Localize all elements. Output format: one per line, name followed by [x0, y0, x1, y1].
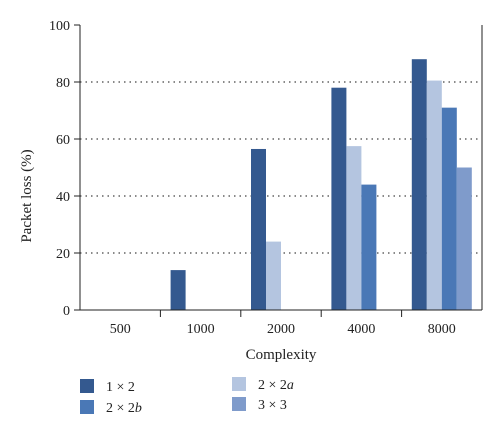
y-tick-label: 80 [56, 76, 70, 91]
bar [346, 146, 362, 310]
legend-label: 3 × 3 [258, 398, 287, 413]
x-tick-label: 1000 [187, 322, 215, 337]
legend-label-suffix: b [135, 401, 142, 416]
y-axis-label: Packet loss (%) [19, 149, 35, 242]
legend-label-text: 2 × 2 [106, 401, 135, 416]
legend-label-text: 2 × 2 [258, 378, 287, 393]
gridlines [80, 81, 482, 254]
legend-label: 2 × 2b [106, 401, 142, 416]
bar [361, 184, 377, 310]
y-tick-label: 100 [49, 19, 70, 34]
x-tick-labels: 500 1000 2000 4000 8000 [110, 322, 456, 337]
y-tick-label: 40 [56, 190, 70, 205]
y-tick-label: 60 [56, 133, 70, 148]
legend-label-text: 1 × 2 [106, 380, 135, 395]
bar [426, 80, 442, 310]
x-tick-label: 500 [110, 322, 131, 337]
bar [251, 148, 266, 310]
x-tick-label: 8000 [428, 322, 456, 337]
x-tick-label: 2000 [267, 322, 295, 337]
bar [331, 87, 347, 310]
bar [170, 270, 186, 310]
legend-label-suffix: a [287, 378, 294, 393]
bar [456, 167, 472, 310]
legend-label: 1 × 2 [106, 380, 135, 395]
axes [74, 24, 483, 317]
y-tick-label: 20 [56, 247, 70, 262]
bar [441, 107, 457, 311]
bar [266, 241, 281, 310]
legend-swatch [80, 379, 94, 393]
x-tick-label: 4000 [347, 322, 375, 337]
bar [411, 59, 427, 311]
legend-swatch [232, 377, 246, 391]
bars [170, 59, 472, 311]
y-tick-labels: 0 20 40 60 80 100 [49, 19, 70, 319]
legend-swatch [80, 400, 94, 414]
legend-label-text: 3 × 3 [258, 398, 287, 413]
legend-swatch [232, 397, 246, 411]
legend-label: 2 × 2a [258, 378, 294, 393]
y-tick-label: 0 [63, 304, 70, 319]
x-axis-label: Complexity [246, 347, 317, 363]
